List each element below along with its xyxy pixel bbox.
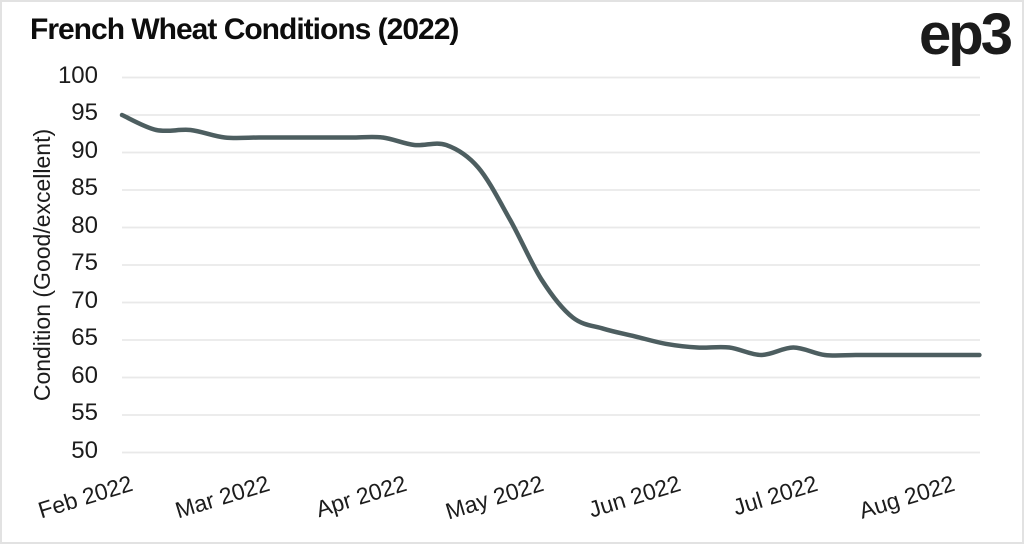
y-tick-label: 90 (71, 136, 98, 164)
brand-logo: ep3 (919, 2, 1013, 67)
y-tick-label: 75 (71, 249, 98, 276)
y-tick-label: 50 (71, 436, 98, 464)
y-tick-label: 65 (71, 324, 98, 351)
y-tick-label: 95 (71, 99, 98, 126)
y-tick-label: 80 (71, 211, 98, 239)
y-tick-label: 60 (71, 361, 98, 389)
y-tick-label: 85 (71, 174, 98, 201)
y-tick-label: 100 (57, 61, 98, 89)
y-tick-label: 55 (71, 399, 98, 426)
chart-title: French Wheat Conditions (2022) (30, 13, 459, 46)
y-tick-label: 70 (71, 286, 98, 314)
series-line (119, 112, 982, 358)
